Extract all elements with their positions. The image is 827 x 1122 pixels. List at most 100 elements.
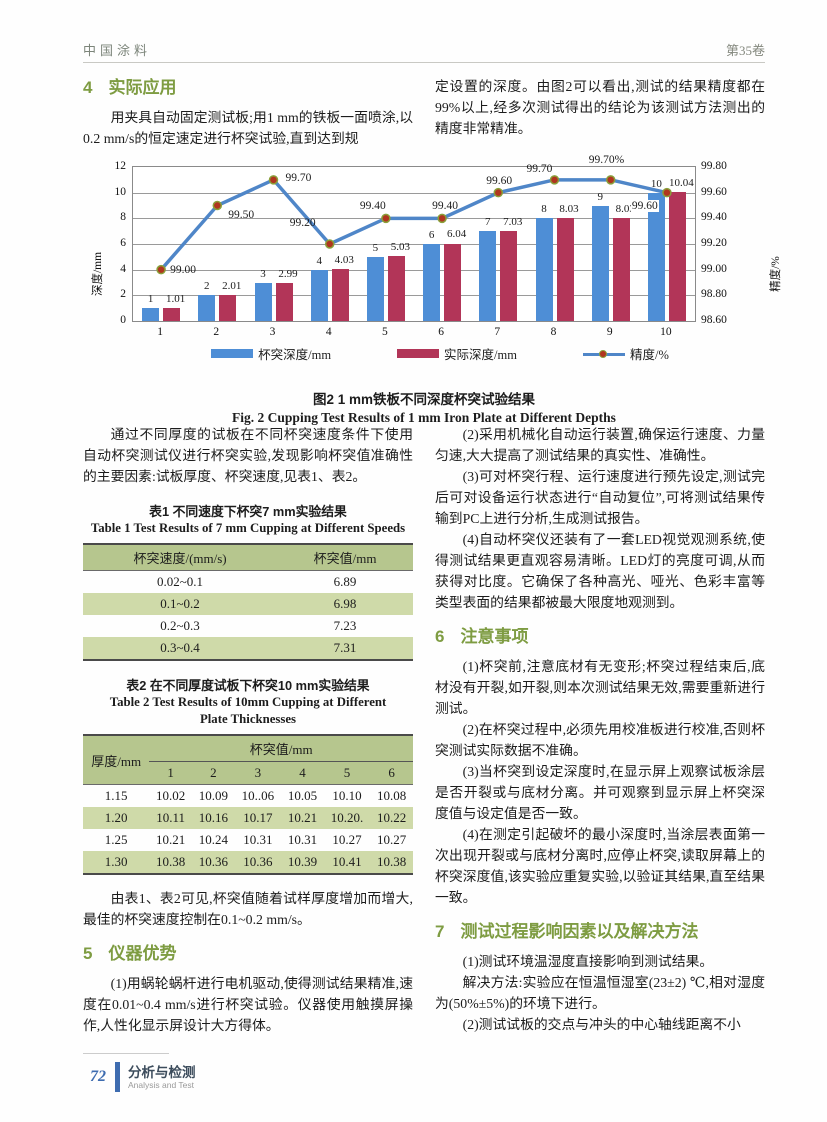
chart-legend: 杯突深度/mm 实际深度/mm 精度/% bbox=[99, 344, 781, 363]
table-cell: 10.08 bbox=[377, 788, 407, 803]
paragraph: (1)测试环境温湿度直接影响到测试结果。 bbox=[462, 954, 714, 969]
accuracy-point bbox=[268, 175, 279, 185]
table-row: 1.25 10.21 10.24 10.31 10.31 10.27 10.27 bbox=[83, 829, 413, 851]
left-column-bottom: 通过不同厚度的试板在不同杯突速度条件下使用自动杯突测试仪进行杯突实验,发现影响杯… bbox=[83, 424, 413, 1036]
accuracy-value-label: 99.20 bbox=[289, 217, 316, 229]
paragraph: (4)在测定引起破坏的最小深度时,当涂层表面第一次出现开裂或与底材分离时,应停止… bbox=[435, 827, 765, 905]
page-number: 72 bbox=[90, 1068, 106, 1085]
accuracy-point bbox=[324, 239, 335, 249]
bar-cup-depth bbox=[198, 295, 216, 321]
paragraph: (2)采用机械化自动运行装置,确保运行速度、力量匀速,大大提高了测试结果的真实性… bbox=[435, 427, 765, 463]
table-row: 0.2~0.3 7.23 bbox=[83, 615, 413, 637]
bar-value-label: 2.99 bbox=[278, 267, 298, 280]
paragraph: 由表1、表2可见,杯突值随着试样厚度增加而增大,最佳的杯突速度控制在0.1~0.… bbox=[83, 891, 413, 927]
accuracy-value-label: 99.60 bbox=[486, 174, 513, 187]
table-cell: 7.31 bbox=[277, 637, 413, 660]
table-cell: 10.27 bbox=[377, 832, 407, 847]
table-cell: 10.02 bbox=[156, 788, 186, 803]
table-cell: 1.20 bbox=[83, 807, 150, 829]
table2-caption-en2: Plate Thicknesses bbox=[199, 712, 297, 726]
accuracy-point bbox=[493, 187, 504, 198]
bar-actual-depth bbox=[275, 282, 293, 321]
table-cell: 6.89 bbox=[333, 574, 357, 589]
accuracy-value-label: 99.70 bbox=[526, 162, 553, 175]
bar-value-label: 6.04 bbox=[446, 228, 467, 241]
footer-accent-bar bbox=[115, 1062, 120, 1092]
line-marker-swatch bbox=[582, 349, 625, 359]
table2-subheader: 6 bbox=[370, 761, 413, 785]
grid-line bbox=[133, 244, 695, 245]
table-cell: 0.2~0.3 bbox=[160, 618, 200, 633]
bar-value-label: 7.03 bbox=[503, 215, 523, 228]
accuracy-value-label: 99.60 bbox=[630, 199, 659, 212]
x-axis-tick: 5 bbox=[382, 326, 388, 338]
bar-value-label: 8.03 bbox=[559, 202, 579, 215]
accuracy-point bbox=[662, 187, 672, 198]
table-cell: 10.20. bbox=[323, 807, 371, 829]
bar-value-label: 5 bbox=[372, 241, 379, 254]
bar-actual-depth bbox=[163, 308, 181, 321]
table-cell: 10.16 bbox=[192, 807, 235, 829]
section-4-title: 实际应用 bbox=[108, 78, 177, 97]
x-axis-tick: 7 bbox=[494, 326, 501, 338]
table-cell: 10.38 bbox=[370, 851, 413, 874]
section-4-number: 4 bbox=[83, 78, 93, 97]
bar-cup-depth bbox=[366, 256, 384, 321]
table2-subheader: 3 bbox=[234, 761, 282, 785]
y-axis-tick-right: 99.60 bbox=[701, 185, 727, 198]
bar-cup-depth bbox=[479, 231, 497, 321]
accuracy-line bbox=[156, 175, 672, 275]
bar-value-label: 2 bbox=[204, 280, 210, 293]
grid-line bbox=[133, 269, 695, 271]
bar-cup-depth bbox=[423, 244, 441, 321]
table-cell: 10.24 bbox=[198, 832, 228, 847]
bar-cup-depth bbox=[591, 205, 609, 321]
bar-actual-depth bbox=[668, 192, 686, 321]
paragraph: (1)杯突前,注意底材有无变形;杯突过程结束后,底材没有开裂,如开裂,则本次测试… bbox=[435, 659, 765, 716]
accuracy-point bbox=[212, 200, 223, 211]
table-cell: 10.31 bbox=[243, 832, 273, 847]
table-cell: 10.05 bbox=[287, 788, 318, 803]
table-row: 1.15 10.02 10.09 10..06 10.05 10.10 10.08 bbox=[83, 785, 413, 808]
table2-caption-en: Table 2 Test Results of 10mm Cupping at … bbox=[109, 695, 387, 709]
figure2-caption-zh: 图2 1 mm铁板不同深度杯突试验结果 bbox=[312, 392, 536, 407]
table-cell: 0.3~0.4 bbox=[83, 637, 278, 660]
bar-value-label: 10 bbox=[650, 177, 662, 190]
accuracy-value-label: 99.70 bbox=[285, 171, 312, 184]
y-axis-tick-left: 6 bbox=[120, 237, 126, 249]
table-row: 0.02~0.1 6.89 bbox=[83, 571, 413, 594]
legend-item-cup-depth: 杯突深度/mm bbox=[211, 344, 331, 363]
table-cell: 10..06 bbox=[241, 788, 275, 803]
bar-value-label: 1 bbox=[147, 293, 154, 306]
section-7-heading: 7 测试过程影响因素以及解决方法 bbox=[435, 920, 765, 944]
table-cell: 10.38 bbox=[149, 851, 193, 874]
table-cell: 1.25 bbox=[104, 832, 128, 847]
y-axis-tick-right: 99.40 bbox=[701, 211, 727, 224]
section-5-heading: 5 仪器优势 bbox=[83, 942, 413, 966]
section-7-number: 7 bbox=[435, 922, 445, 941]
accuracy-point bbox=[437, 213, 447, 224]
paragraph: (3)当杯突到设定深度时,在显示屏上观察试板涂层是否开裂或与底材分离。并可观察到… bbox=[435, 764, 765, 821]
x-axis-tick: 2 bbox=[213, 326, 220, 338]
legend-item-actual-depth: 实际深度/mm bbox=[397, 344, 517, 363]
table-cell: 10.39 bbox=[281, 851, 324, 874]
accuracy-value-label: 99.50 bbox=[228, 208, 255, 221]
bar-actual-depth bbox=[387, 256, 405, 321]
red-bar-swatch bbox=[397, 349, 440, 358]
legend-label: 精度/% bbox=[629, 348, 669, 362]
accuracy-value-label: 99.40 bbox=[359, 200, 386, 213]
legend-label: 实际深度/mm bbox=[444, 348, 517, 362]
section-4-heading: 4 实际应用 bbox=[83, 76, 413, 100]
bar-value-label: 3 bbox=[260, 267, 266, 280]
journal-name: 中国涂料 bbox=[83, 43, 152, 58]
table-row: 0.3~0.4 7.31 bbox=[83, 637, 413, 660]
footer-rule bbox=[83, 1053, 169, 1054]
y-axis-tick-right: 99.80 bbox=[701, 160, 727, 172]
table-cell: 7.23 bbox=[333, 618, 357, 633]
table2-subheader: 1 bbox=[149, 761, 193, 785]
paragraph: 定设置的深度。由图2可以看出,测试的结果精度都在99%以上,经多次测试得出的结论… bbox=[435, 79, 765, 136]
bar-value-label: 2.01 bbox=[222, 280, 242, 293]
table1-header-value: 杯突值/mm bbox=[277, 544, 413, 571]
table-cell: 10.21 bbox=[156, 832, 186, 847]
